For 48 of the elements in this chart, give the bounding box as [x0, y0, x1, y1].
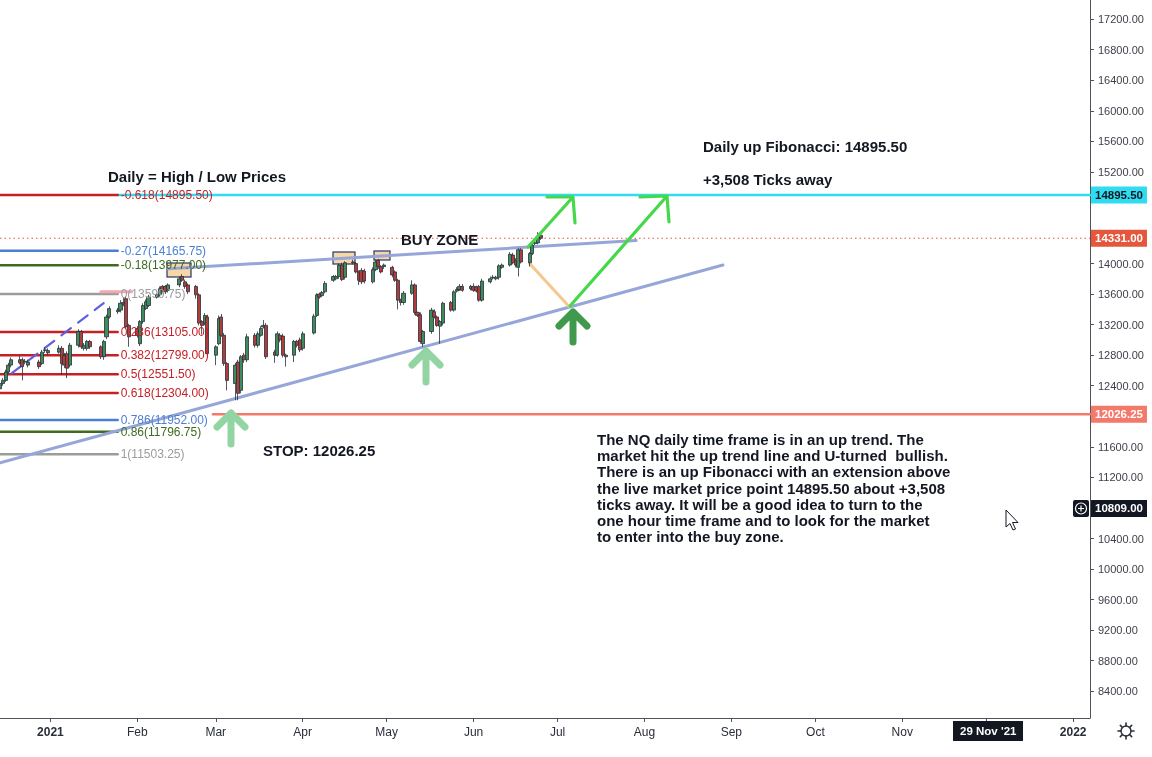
- series-label: 12026.25: [1095, 408, 1144, 421]
- series-label: -0.27(14165.75): [120, 243, 207, 258]
- y-tick-label: 9600.00: [1098, 593, 1138, 606]
- annotation: The NQ daily time frame is in an up trend. The market hit the up trend line and U-turned bullish. There is an up Fibonacci with an extension above the live market price point 14895.50 about +3,508 ticks away. It will be a good idea to turn to the one hour time frame and to look for the market to enter into the buy zone.: [597, 431, 951, 546]
- series-label: -0.18(13977.00): [120, 258, 207, 273]
- y-tick-label: 9200.00: [1098, 624, 1138, 637]
- ref-line-label: 14331.00: [1095, 232, 1143, 245]
- text: 29 Nov '21: [953, 721, 1024, 741]
- x-tick-label: Jul: [549, 725, 566, 739]
- annotation: BUY ZONE: [401, 231, 479, 249]
- y-tick-label: 10000.00: [1098, 563, 1144, 576]
- x-tick-label: Mar: [205, 725, 227, 739]
- x-tick-label: Nov: [891, 725, 913, 739]
- x-tick-label: Sep: [720, 725, 743, 739]
- x-tick-label: Jun: [463, 725, 484, 739]
- y-tick-label: 16800.00: [1098, 43, 1144, 56]
- x-tick-label: Aug: [633, 725, 656, 739]
- y-tick-label: 17200.00: [1098, 13, 1144, 26]
- y-tick-label: 11200.00: [1098, 471, 1144, 484]
- series-label: 1(11503.25): [120, 447, 185, 462]
- y-tick-label: 13200.00: [1098, 318, 1144, 331]
- text: 10809.00: [1091, 500, 1147, 517]
- y-tick-label: 12800.00: [1098, 349, 1144, 362]
- series-label: 0.382(12799.00): [120, 348, 209, 363]
- y-tick-label: 11600.00: [1098, 440, 1144, 453]
- x-tick-label: 2022: [1059, 725, 1087, 739]
- x-tick-label: 2021: [37, 725, 65, 739]
- y-tick-label: 12400.00: [1098, 379, 1144, 392]
- annotation: +3,508 Ticks away: [703, 171, 833, 189]
- y-tick-label: 15200.00: [1098, 165, 1144, 178]
- y-tick-label: 16000.00: [1098, 104, 1144, 117]
- annotation: Daily up Fibonacci: 14895.50: [703, 138, 908, 156]
- x-tick-label: Feb: [126, 725, 148, 739]
- annotation: STOP: 12026.25: [263, 442, 376, 460]
- y-tick-label: 10400.00: [1098, 532, 1144, 545]
- series-label: 0.618(12304.00): [120, 386, 209, 401]
- y-tick-label: 14000.00: [1098, 257, 1144, 270]
- y-tick-label: 8800.00: [1098, 654, 1138, 667]
- y-tick-label: 8400.00: [1098, 685, 1138, 698]
- annotation: Daily = High / Low Prices: [108, 168, 286, 186]
- series-label: 0.5(12551.50): [120, 367, 196, 382]
- y-tick-label: 16400.00: [1098, 74, 1144, 87]
- x-tick-label: Apr: [293, 725, 312, 739]
- y-tick-label: 13600.00: [1098, 288, 1144, 301]
- x-tick-label: Oct: [806, 725, 826, 739]
- x-tick-label: May: [375, 725, 399, 739]
- y-tick-label: 15600.00: [1098, 135, 1144, 148]
- series-label: 14895.50: [1095, 189, 1143, 202]
